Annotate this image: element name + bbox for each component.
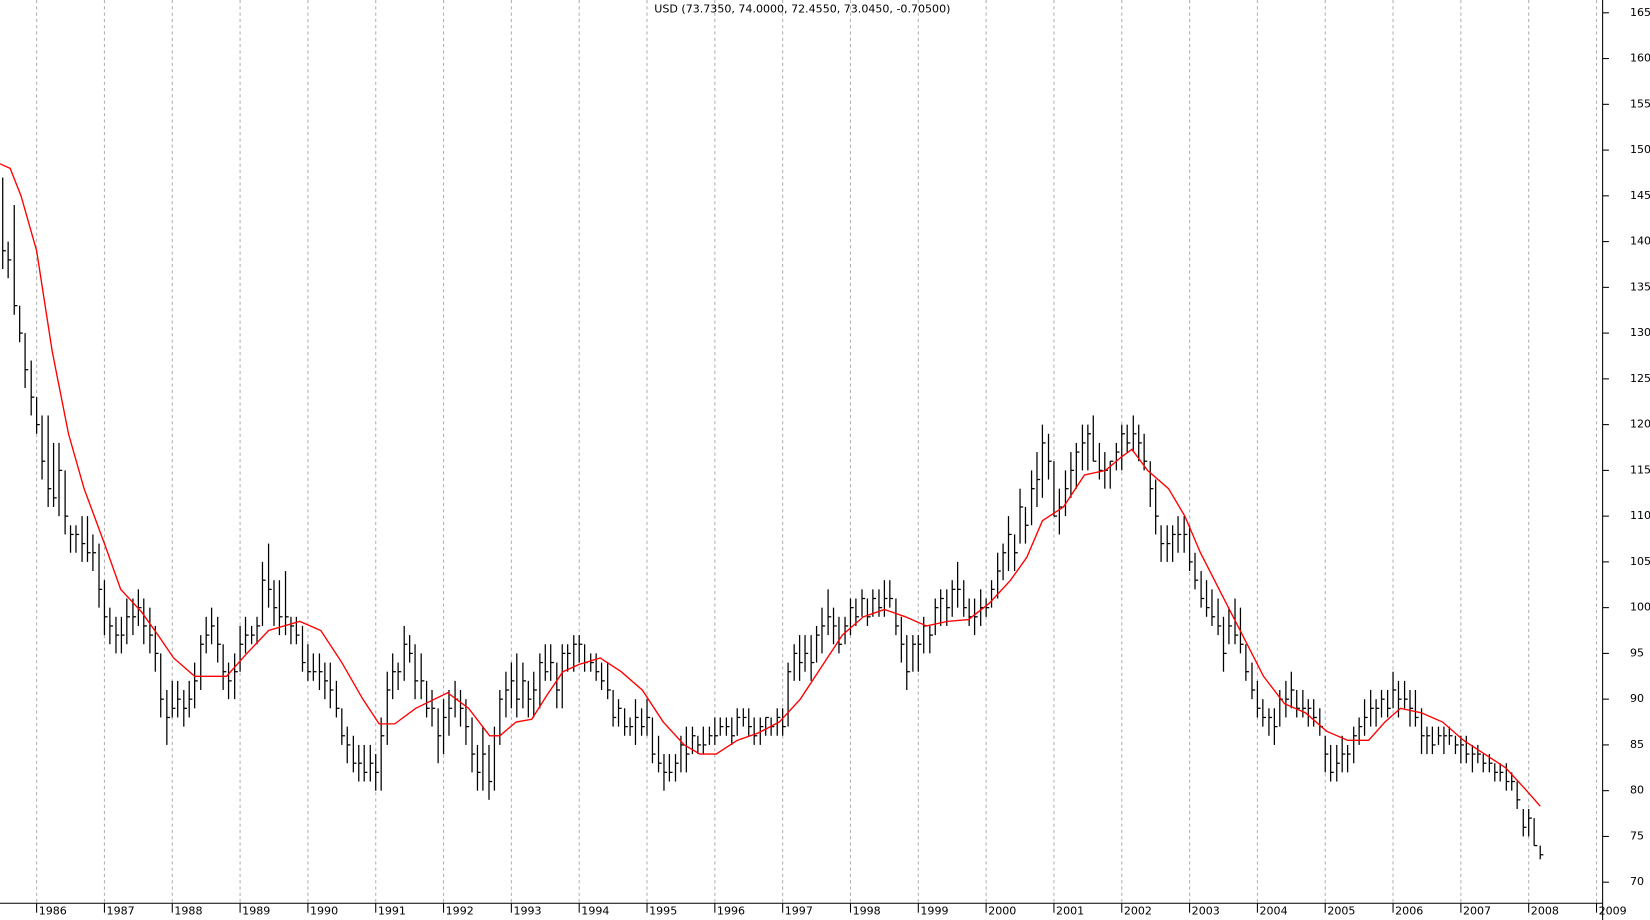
x-tick-label: 1999 (920, 905, 948, 918)
x-tick-label: 2003 (1192, 905, 1220, 918)
y-tick-label: 125 (1630, 372, 1650, 385)
y-tick-label: 105 (1630, 555, 1650, 568)
y-tick-label: 165 (1630, 6, 1650, 19)
x-tick-label: 2002 (1124, 905, 1152, 918)
y-tick-label: 145 (1630, 189, 1650, 202)
x-tick-label: 2009 (1599, 905, 1627, 918)
x-tick-label: 2005 (1327, 905, 1355, 918)
x-tick-label: 2006 (1395, 905, 1423, 918)
y-tick-label: 95 (1630, 646, 1644, 659)
x-tick-label: 2008 (1531, 905, 1559, 918)
x-tick-label: 1998 (853, 905, 881, 918)
y-tick-label: 120 (1630, 418, 1650, 431)
y-tick-label: 135 (1630, 280, 1650, 293)
chart-title: USD (73.7350, 74.0000, 72.4550, 73.0450,… (654, 2, 950, 15)
y-tick-label: 75 (1630, 829, 1644, 842)
y-tick-label: 115 (1630, 463, 1650, 476)
x-tick-label: 1989 (242, 905, 270, 918)
y-tick-label: 110 (1630, 509, 1650, 522)
y-tick-label: 140 (1630, 235, 1650, 248)
x-tick-label: 1986 (39, 905, 67, 918)
y-tick-label: 100 (1630, 601, 1650, 614)
y-tick-label: 90 (1630, 692, 1644, 705)
x-tick-label: 2000 (988, 905, 1016, 918)
x-tick-label: 1992 (446, 905, 474, 918)
y-tick-label: 150 (1630, 143, 1650, 156)
x-tick-label: 2004 (1260, 905, 1288, 918)
x-tick-label: 1993 (513, 905, 541, 918)
x-tick-label: 2007 (1463, 905, 1491, 918)
x-tick-label: 1988 (174, 905, 202, 918)
y-tick-label: 155 (1630, 97, 1650, 110)
x-tick-label: 2001 (1056, 905, 1084, 918)
y-tick-label: 160 (1630, 52, 1650, 65)
y-tick-label: 70 (1630, 875, 1644, 888)
y-tick-label: 80 (1630, 784, 1644, 797)
x-tick-label: 1997 (785, 905, 813, 918)
moving-average-line (0, 163, 1541, 807)
x-tick-label: 1987 (107, 905, 135, 918)
x-tick-label: 1995 (649, 905, 677, 918)
y-tick-label: 130 (1630, 326, 1650, 339)
x-tick-label: 1996 (717, 905, 745, 918)
y-tick-label: 85 (1630, 738, 1644, 751)
x-tick-label: 1991 (378, 905, 406, 918)
x-tick-label: 1990 (310, 905, 338, 918)
x-tick-label: 1994 (581, 905, 609, 918)
